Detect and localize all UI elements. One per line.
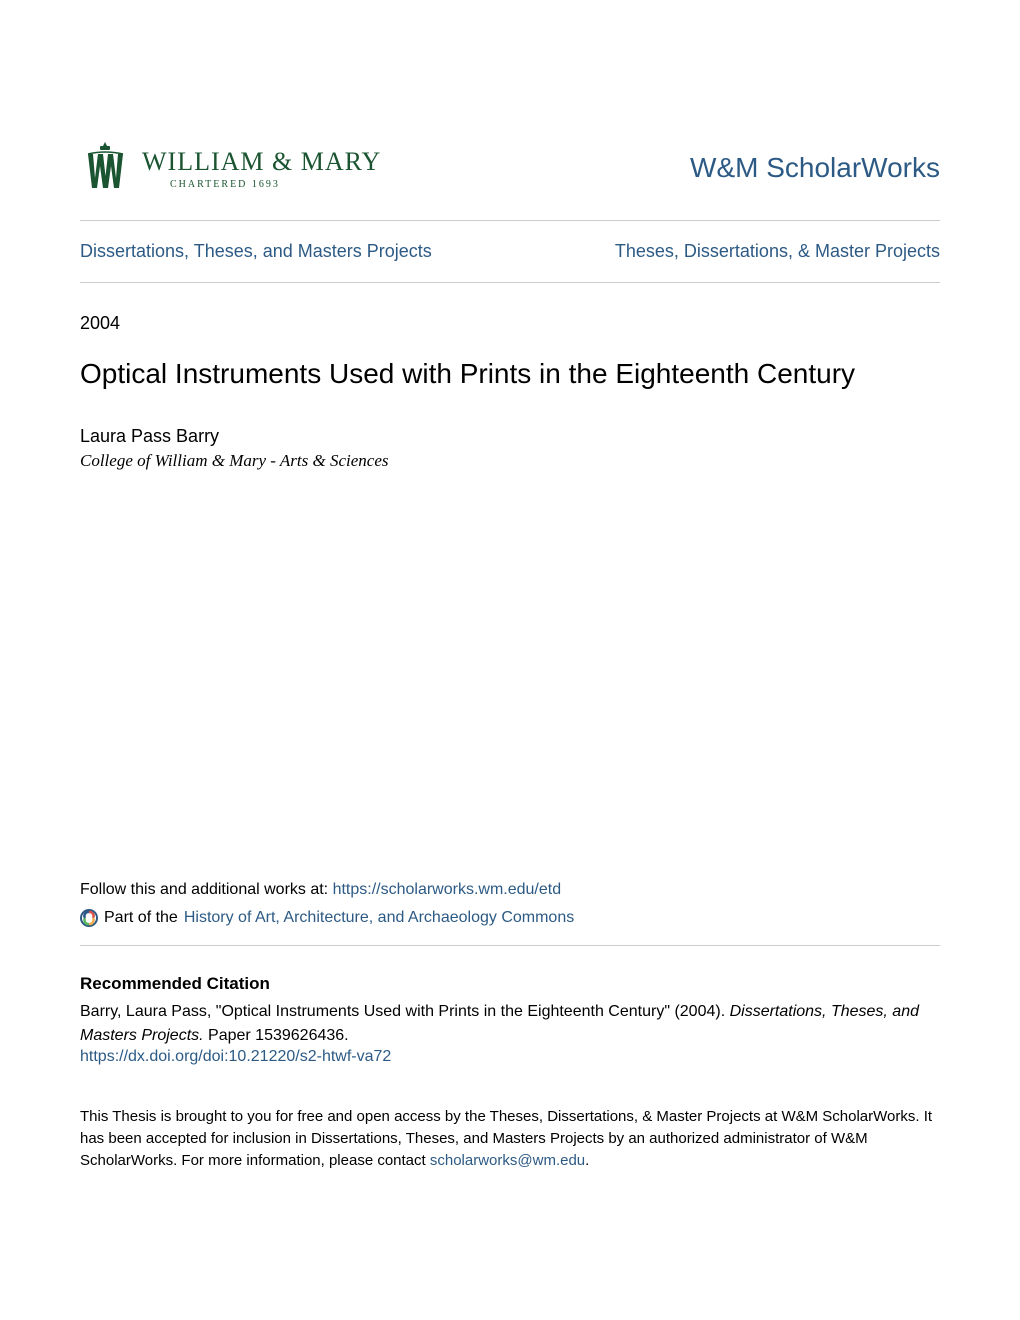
citation-text-c: Paper 1539626436. — [204, 1027, 349, 1044]
part-of-prefix: Part of the — [104, 909, 178, 927]
breadcrumb-row: Dissertations, Theses, and Masters Proje… — [80, 235, 940, 268]
divider-bottom — [80, 282, 940, 283]
publication-year: 2004 — [80, 313, 940, 334]
contact-email-link[interactable]: scholarworks@wm.edu — [430, 1152, 585, 1169]
header: WILLIAM & MARY CHARTERED 1693 W&M Schola… — [80, 140, 940, 196]
follow-section: Follow this and additional works at: htt… — [80, 881, 940, 927]
citation-section: Recommended Citation Barry, Laura Pass, … — [80, 974, 940, 1066]
follow-url-link[interactable]: https://scholarworks.wm.edu/etd — [333, 881, 562, 898]
footer-text-b: . — [585, 1152, 589, 1169]
logo-text: WILLIAM & MARY CHARTERED 1693 — [142, 147, 381, 190]
series-link[interactable]: Theses, Dissertations, & Master Projects — [615, 241, 940, 262]
commons-link[interactable]: History of Art, Architecture, and Archae… — [184, 909, 574, 927]
wm-cipher-icon — [80, 140, 130, 196]
logo-sub-text: CHARTERED 1693 — [170, 179, 381, 190]
citation-body: Barry, Laura Pass, "Optical Instruments … — [80, 1000, 940, 1048]
author-name: Laura Pass Barry — [80, 426, 940, 447]
part-of-line: Part of the History of Art, Architecture… — [80, 909, 940, 927]
collection-link[interactable]: Dissertations, Theses, and Masters Proje… — [80, 241, 432, 262]
doi-link[interactable]: https://dx.doi.org/doi:10.21220/s2-htwf-… — [80, 1048, 391, 1065]
follow-line: Follow this and additional works at: htt… — [80, 881, 940, 899]
logo-main-text: WILLIAM & MARY — [142, 147, 381, 177]
divider-citation — [80, 945, 940, 946]
follow-prefix: Follow this and additional works at: — [80, 881, 333, 898]
citation-text-a: Barry, Laura Pass, "Optical Instruments … — [80, 1003, 730, 1020]
wm-logo-block: WILLIAM & MARY CHARTERED 1693 — [80, 140, 381, 196]
network-icon — [80, 909, 98, 927]
paper-title: Optical Instruments Used with Prints in … — [80, 358, 940, 390]
divider-top — [80, 220, 940, 221]
footer-notice: This Thesis is brought to you for free a… — [80, 1106, 940, 1171]
scholarworks-link[interactable]: W&M ScholarWorks — [690, 152, 940, 184]
author-affiliation: College of William & Mary - Arts & Scien… — [80, 451, 940, 471]
citation-heading: Recommended Citation — [80, 974, 940, 994]
